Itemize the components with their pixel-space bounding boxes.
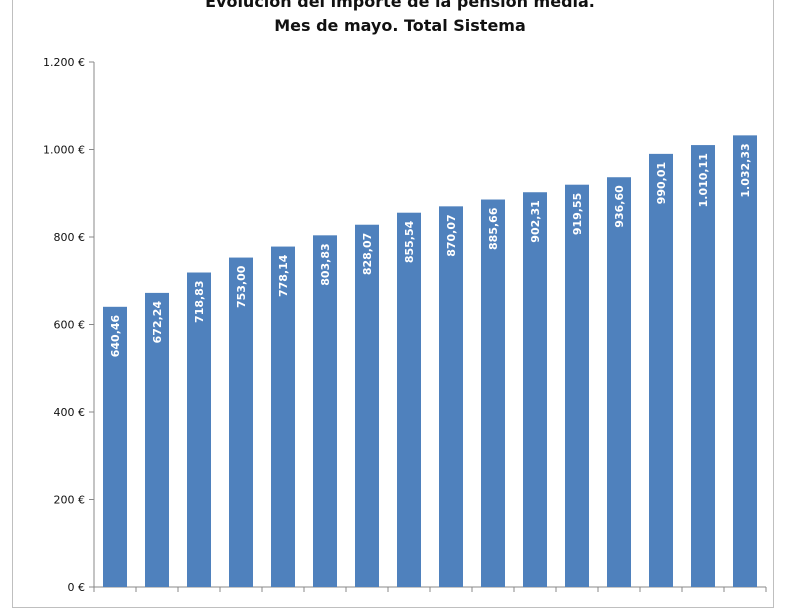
- data-label: 990,01: [655, 162, 668, 204]
- data-label: 936,60: [613, 185, 626, 228]
- bar: [565, 184, 589, 587]
- data-label: 672,24: [151, 301, 164, 344]
- bar: [439, 206, 463, 588]
- bar: [187, 272, 211, 587]
- bar: [271, 246, 295, 587]
- data-label: 855,54: [403, 220, 416, 263]
- data-label: 778,14: [277, 254, 290, 297]
- y-tick-label: 1.000 €: [43, 144, 85, 157]
- data-label: 1.010,11: [697, 153, 710, 207]
- data-label: 1.032,33: [739, 143, 752, 197]
- data-label: 885,66: [487, 207, 500, 250]
- bar: [103, 306, 127, 587]
- bar: [313, 235, 337, 587]
- bar: [607, 177, 631, 588]
- bar: [229, 257, 253, 587]
- y-tick-label: 1.200 €: [43, 56, 85, 69]
- y-tick-label: 0 €: [68, 581, 86, 594]
- bar: [481, 199, 505, 587]
- bar: [733, 135, 757, 587]
- chart-subtitle: Mes de mayo. Total Sistema: [274, 16, 526, 35]
- data-label: 902,31: [529, 200, 542, 242]
- data-label: 718,83: [193, 281, 206, 323]
- data-label: 919,55: [571, 193, 584, 235]
- data-label: 640,46: [109, 314, 122, 357]
- y-tick-label: 600 €: [54, 319, 86, 332]
- bar: [649, 153, 673, 588]
- y-tick-label: 200 €: [54, 494, 86, 507]
- data-label: 870,07: [445, 214, 458, 256]
- y-tick-label: 800 €: [54, 231, 86, 244]
- chart-title: Evolución del importe de la pensión medi…: [205, 0, 595, 11]
- y-tick-label: 400 €: [54, 406, 86, 419]
- bar: [691, 145, 715, 587]
- data-label: 803,83: [319, 243, 332, 285]
- bar: [523, 192, 547, 587]
- bar: [397, 212, 421, 588]
- bar: [355, 224, 379, 588]
- bar: [145, 292, 169, 587]
- data-label: 828,07: [361, 233, 374, 275]
- data-label: 753,00: [235, 265, 248, 308]
